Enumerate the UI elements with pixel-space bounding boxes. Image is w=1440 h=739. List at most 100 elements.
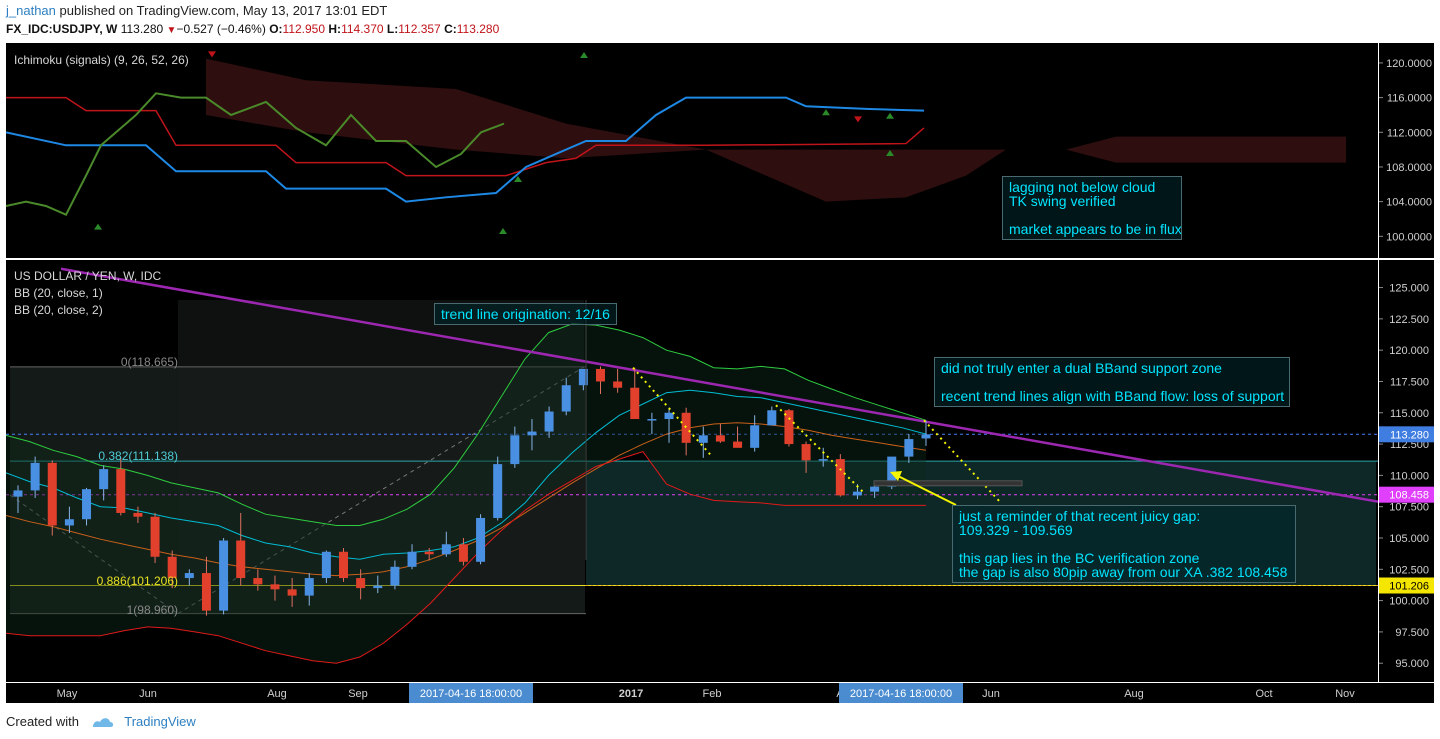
time-tick-label: Aug <box>267 688 287 700</box>
ichimoku-axis-ticks: 120.0000 116.0000 112.0000 108.0000 104.0000… <box>1379 58 1432 243</box>
last-price-badge: 113.280 <box>1390 429 1429 441</box>
author-link[interactable]: j_nathan <box>6 3 56 18</box>
bb2-fill <box>6 323 926 664</box>
close-value: 113.280 <box>456 22 500 36</box>
candle-body <box>870 486 880 492</box>
candle-body <box>767 410 777 426</box>
candle-body <box>82 489 92 520</box>
candle-body <box>852 491 862 496</box>
time-axis[interactable]: MayJunAugSep2017FebAJunAugOctNov2017-04-… <box>6 683 1434 703</box>
bb1-legend: BB (20, close, 1) <box>14 286 103 300</box>
time-tick-label: Aug <box>1124 688 1144 700</box>
price-tick-label: 117.500 <box>1390 376 1429 388</box>
ichimoku-price-axis[interactable]: 120.0000 116.0000 112.0000 108.0000 104.0000… <box>1379 43 1434 258</box>
price-tick-label: 100.000 <box>1389 596 1429 608</box>
candle-body <box>253 578 263 585</box>
fib-886-label: 0.886(101.206) <box>97 574 178 588</box>
open-label: O: <box>269 22 283 36</box>
candle-body <box>390 566 400 586</box>
time-tick-label: 2017 <box>619 688 643 700</box>
candle-body <box>150 516 160 557</box>
ichimoku-tick-label: 104.0000 <box>1386 197 1432 209</box>
sell-signal-arrow-icon <box>208 51 216 58</box>
candle-body <box>304 578 314 596</box>
gap-note: just a reminder of that recent juicy gap… <box>952 505 1296 583</box>
price-plot: 0(118.665) 0.382(111.138) 0.886(101.206)… <box>5 267 1379 664</box>
time-tick-label: Sep <box>348 688 368 700</box>
candle-body <box>664 412 674 420</box>
low-label: L: <box>386 22 399 36</box>
candle-body <box>595 368 605 382</box>
candle-body <box>184 573 194 579</box>
chikou-line <box>5 92 505 216</box>
candle-body <box>287 589 297 596</box>
bb2-legend: BB (20, close, 2) <box>14 303 103 317</box>
price-tick-label: 120.000 <box>1389 345 1429 357</box>
candle-body <box>733 441 743 448</box>
fib-1-label: 1(98.960) <box>127 603 178 617</box>
buy-signal-arrow-icon <box>580 52 588 59</box>
candle-body <box>784 410 794 445</box>
price-tick-label: 102.500 <box>1389 564 1429 576</box>
tradingview-link[interactable]: TradingView <box>124 714 196 729</box>
ichimoku-tick-label: 112.0000 <box>1387 127 1432 139</box>
candle-body <box>99 469 109 490</box>
buy-signal-arrow-icon <box>886 112 894 119</box>
bband-note: did not truly enter a dual BBand support… <box>934 357 1290 407</box>
candle-body <box>630 387 640 420</box>
tradingview-logo-icon <box>92 718 113 727</box>
candle-body <box>921 434 931 439</box>
time-cursor-badge: 2017-04-16 18:00:00 <box>850 688 952 700</box>
candle-body <box>339 551 349 579</box>
candle-body <box>30 462 40 491</box>
publish-info: j_nathan published on TradingView.com, M… <box>6 3 387 18</box>
candle-body <box>647 419 657 421</box>
candle-body <box>321 551 331 579</box>
ichimoku-tick-label: 120.0000 <box>1386 58 1432 70</box>
candle-body <box>201 573 211 611</box>
ichimoku-tick-label: 108.0000 <box>1386 162 1432 174</box>
low-value: 112.357 <box>398 22 441 36</box>
candle-body <box>270 584 280 590</box>
bb2-lower-band <box>5 451 926 664</box>
sell-signal-arrow-icon <box>854 116 862 123</box>
ichimoku-legend: Ichimoku (signals) (9, 26, 52, 26) <box>14 53 189 67</box>
time-tick-label: Jun <box>982 688 1000 700</box>
bb1-upper-band <box>5 389 927 560</box>
price-tick-label: 105.000 <box>1389 533 1429 545</box>
xa-price-badge-bg <box>1379 486 1434 503</box>
time-tick-label: May <box>57 688 78 700</box>
candle-body <box>887 456 897 487</box>
candle-body <box>613 381 623 388</box>
dotted-hint-2 <box>775 404 865 494</box>
time-tick-label: Feb <box>703 688 722 700</box>
gap-arrow <box>895 474 957 506</box>
ichimoku-panel[interactable]: Ichimoku (signals) (9, 26, 52, 26) laggi… <box>5 43 1378 258</box>
candle-body <box>133 512 143 517</box>
candle-body <box>373 585 383 589</box>
trend-origin-note: trend line origination: 12/16 <box>434 303 617 325</box>
candle-body <box>493 464 503 518</box>
candle-body <box>167 556 177 579</box>
bb2-upper-band <box>5 323 927 526</box>
high-value: 114.370 <box>341 22 384 36</box>
candle-body <box>527 431 537 436</box>
price-tick-label: 115.000 <box>1390 408 1429 420</box>
publish-text: published on TradingView.com, May 13, 20… <box>59 3 388 18</box>
candle-body <box>835 459 845 496</box>
price-axis[interactable]: 125.000 122.500 120.000 117.500 115.000 112.5… <box>1379 260 1434 682</box>
created-with-label: Created with <box>6 714 79 729</box>
candle-body <box>476 517 486 562</box>
time-cursor-badge: 2017-04-16 18:00:00 <box>420 688 522 700</box>
xa-dashed-line <box>9 494 179 615</box>
candle-body <box>64 519 74 526</box>
candle-body <box>904 439 914 457</box>
buy-signal-arrow-icon <box>94 223 102 230</box>
candle-body <box>13 490 23 497</box>
time-cursor-badge-bg <box>839 683 963 703</box>
ichimoku-note: lagging not below cloud TK swing verifie… <box>1002 176 1182 240</box>
candle-body <box>458 544 468 562</box>
price-panel[interactable]: 0(118.665) 0.382(111.138) 0.886(101.206)… <box>5 260 1379 682</box>
ab-dashed-line <box>177 366 585 615</box>
candle-body <box>698 435 708 443</box>
